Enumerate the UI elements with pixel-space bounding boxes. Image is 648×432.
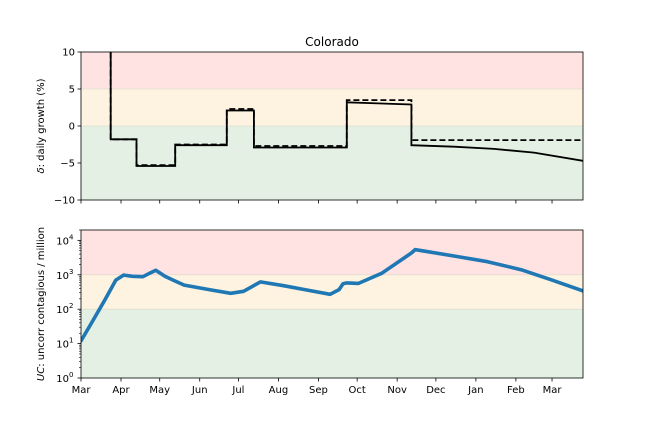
- bottom-y-tick-label-1: 10: [56, 340, 69, 351]
- bottom-x-tick-label-2: May: [149, 385, 170, 396]
- top-series-dashed-line: [109, 52, 583, 167]
- top-y-axis-label: δ: daily growth (%): [36, 78, 47, 173]
- bottom-x-tick-label-6: Sep: [309, 385, 328, 396]
- bottom-y-tick-exponent-0: 0: [69, 371, 73, 379]
- bottom-series-line: [81, 247, 583, 343]
- chart-title: Colorado: [305, 35, 359, 49]
- bottom-x-tick-label-4: Jul: [231, 385, 244, 396]
- top-band-1: [81, 89, 583, 126]
- bottom-x-tick-label-11: Feb: [507, 385, 525, 396]
- bottom-band-0: [81, 230, 583, 275]
- top-band-0: [81, 52, 583, 89]
- bottom-zone-bands: [81, 230, 583, 378]
- bottom-x-tick-label-1: Apr: [112, 385, 130, 396]
- bottom-series-group: [81, 247, 583, 343]
- top-series-group: [109, 52, 583, 167]
- bottom-y-tick-label-4: 10: [56, 236, 69, 247]
- top-y-tick-label-1: 5: [69, 85, 75, 96]
- top-y-label-text: : daily growth (%): [36, 78, 47, 167]
- top-y-tick-label-2: 0: [69, 122, 75, 133]
- bottom-y-tick-label-0: 10: [56, 374, 69, 385]
- bottom-x-tick-label-5: Aug: [269, 385, 289, 396]
- bottom-y-tick-label-2: 10: [56, 305, 69, 316]
- top-y-label-symbol: δ: [36, 167, 47, 173]
- bottom-y-tick-exponent-3: 3: [69, 268, 73, 276]
- bottom-x-tick-label-3: Jun: [191, 385, 208, 396]
- bottom-x-tick-label-0: Mar: [72, 385, 92, 396]
- bottom-x-tick-label-8: Nov: [387, 385, 407, 396]
- bottom-y-label-symbol: UC: [36, 367, 47, 381]
- top-zone-bands: [81, 52, 583, 200]
- bottom-y-tick-exponent-2: 2: [69, 302, 73, 310]
- bottom-y-axis-label: UC: uncorr contagious / million: [36, 227, 47, 381]
- bottom-y-label-text: : uncorr contagious / million: [36, 227, 47, 367]
- bottom-y-tick-label-3: 10: [56, 271, 69, 282]
- bottom-x-ticks: Mar Apr May Jun Jul Aug Sep Oct Nov Dec Jan Feb Mar: [72, 378, 563, 396]
- bottom-x-tick-label-12: Mar: [543, 385, 563, 396]
- top-y-ticks: 10 5 0 −5 −10: [54, 48, 81, 207]
- bottom-x-tick-label-7: Oct: [349, 385, 366, 396]
- top-y-tick-label-3: −5: [60, 159, 75, 170]
- top-y-tick-label-4: −10: [54, 196, 75, 207]
- bottom-axes-frame: [80, 229, 584, 379]
- bottom-y-tick-exponent-4: 4: [69, 233, 74, 241]
- top-y-tick-label-0: 10: [62, 48, 75, 59]
- bottom-x-tick-label-10: Jan: [467, 385, 483, 396]
- bottom-band-2: [81, 309, 583, 378]
- top-band-2: [81, 126, 583, 200]
- top-x-ticks: [80, 200, 553, 204]
- bottom-y-tick-exponent-1: 1: [69, 337, 73, 345]
- top-panel: 10 5 0 −5 −10 Colorado δ: daily growth (%): [36, 35, 584, 207]
- bottom-x-tick-label-9: Dec: [426, 385, 445, 396]
